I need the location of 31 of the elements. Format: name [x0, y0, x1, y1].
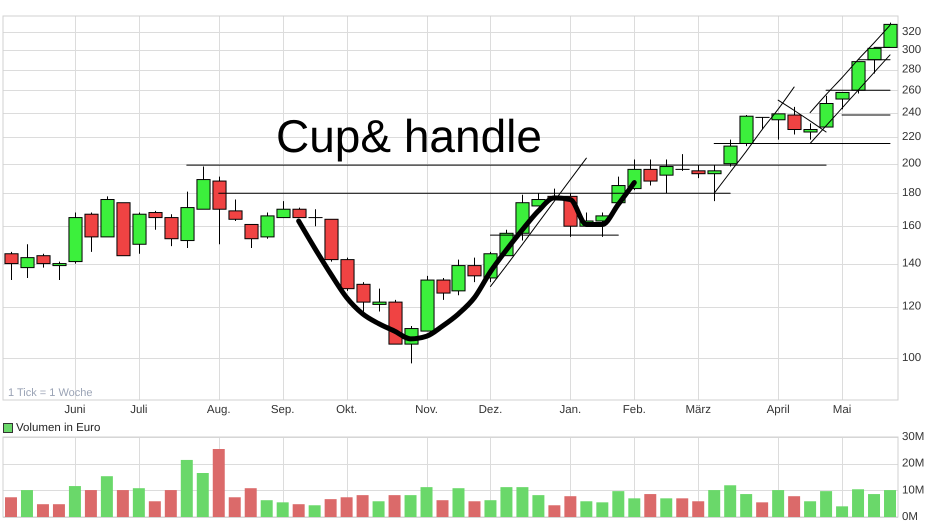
legend-label: Volumen in Euro [16, 422, 100, 434]
y-tick-label: 300 [902, 44, 922, 56]
y-tick-label: 140 [902, 258, 922, 270]
x-tick-label: Jan. [559, 404, 582, 416]
x-tick-label: Dez. [478, 404, 502, 416]
y-tick-label: 120 [902, 300, 922, 313]
x-tick-label: Nov. [415, 404, 438, 416]
y-tick-label: 320 [902, 26, 922, 38]
x-tick-label: Sep. [270, 404, 295, 416]
x-tick-label: Aug. [206, 404, 231, 416]
x-tick-label: Mai [832, 404, 852, 416]
annotation: 1 Tick = 1 Woche [8, 387, 92, 399]
y-tick-label: 180 [902, 187, 922, 200]
x-tick-label: März [685, 404, 712, 416]
y-tick-label: 280 [902, 64, 922, 76]
y-tick-label: 160 [902, 220, 922, 232]
annotation: Cup& handle [276, 110, 542, 162]
x-tick-label: Juni [64, 404, 86, 416]
y-tick-label: 10M [902, 484, 924, 496]
x-tick-label: Feb. [622, 404, 646, 416]
y-tick-label: 20M [902, 458, 924, 470]
y-tick-label: 240 [902, 106, 922, 119]
x-tick-label: Okt. [336, 404, 358, 416]
y-tick-label: 100 [902, 352, 922, 364]
x-tick-label: Juli [130, 404, 148, 416]
y-tick-label: 220 [902, 131, 922, 144]
y-tick-label: 200 [902, 158, 922, 170]
y-tick-label: 260 [902, 84, 922, 96]
y-tick-label: 0M [902, 511, 918, 523]
x-tick-label: April [766, 404, 790, 416]
y-tick-label: 30M [902, 431, 924, 443]
